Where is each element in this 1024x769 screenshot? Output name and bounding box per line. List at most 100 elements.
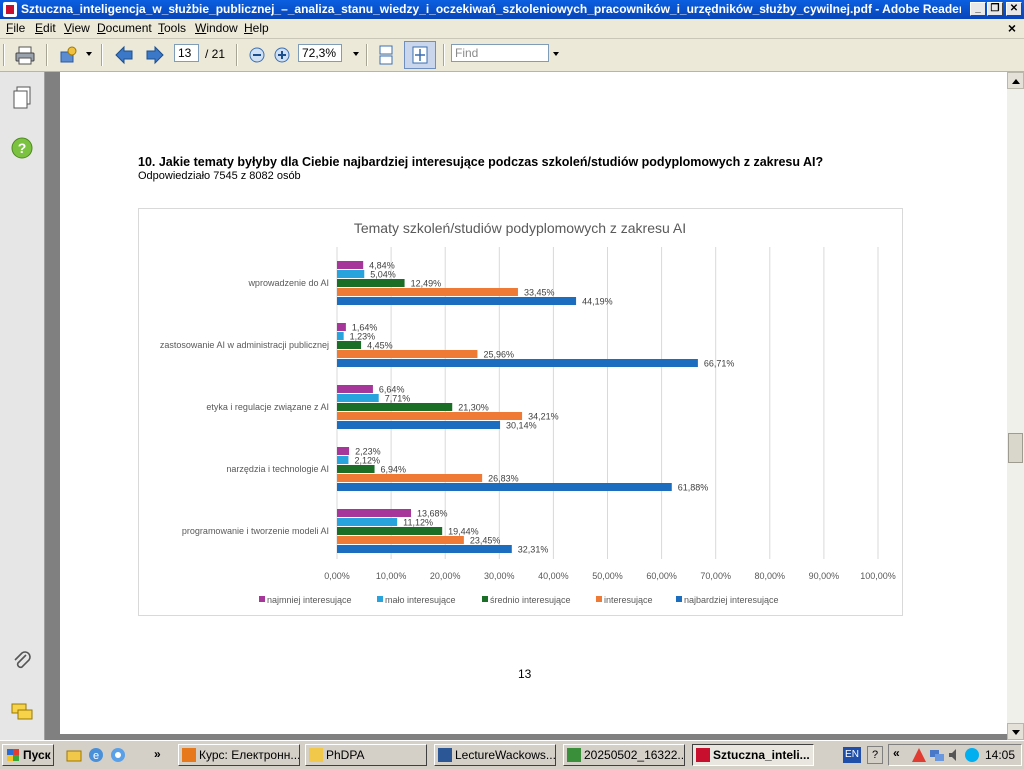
data-label: 21,30% — [458, 403, 489, 413]
help-tray-icon[interactable]: ? — [867, 746, 883, 764]
fit-page-button[interactable] — [404, 41, 436, 69]
bar — [337, 465, 375, 473]
bar — [337, 261, 364, 269]
volume-icon[interactable] — [947, 747, 963, 763]
zoom-dropdown-icon[interactable] — [353, 52, 359, 56]
chart-frame: Tematy szkoleń/studiów podyplomowych z z… — [138, 208, 903, 616]
language-indicator[interactable]: EN — [843, 747, 861, 763]
bar — [337, 359, 698, 367]
chevron-down-icon[interactable] — [86, 52, 92, 56]
bar — [337, 297, 577, 305]
menu-document[interactable]: Document — [97, 21, 152, 35]
x-tick-label: 70,00% — [700, 571, 731, 581]
taskbar-item[interactable]: PhDPA — [305, 744, 427, 766]
category-label: etyka i regulacje związane z AI — [206, 402, 329, 412]
close-button[interactable]: ✕ — [1006, 2, 1022, 16]
menu-file[interactable]: File — [6, 21, 26, 35]
menu-tools[interactable]: Tools — [158, 21, 187, 35]
legend-entry: najbardziej interesujące — [684, 595, 779, 605]
bar — [337, 527, 443, 535]
next-page-icon[interactable] — [144, 44, 166, 66]
printer-icon[interactable] — [14, 44, 36, 66]
taskbar-item-icon — [696, 748, 710, 762]
taskbar-item[interactable]: LectureWackows... — [434, 744, 556, 766]
scroll-thumb[interactable] — [1008, 433, 1023, 463]
page-total: / 21 — [205, 47, 226, 61]
quick-launch: e » — [62, 745, 172, 765]
find-input[interactable]: Find — [451, 44, 549, 62]
legend-swatch — [596, 596, 602, 602]
data-label: 1,64% — [352, 323, 378, 333]
restore-button[interactable]: ❐ — [987, 2, 1003, 16]
bar — [337, 341, 362, 349]
category-label: wprowadzenie do AI — [247, 278, 329, 288]
title-bar[interactable]: Sztuczna_inteligencja_w_służbie_publiczn… — [0, 0, 1024, 19]
clock: 14:05 — [985, 748, 1016, 762]
comments-icon[interactable] — [10, 702, 34, 722]
taskbar-item-icon — [309, 748, 323, 762]
data-label: 30,14% — [506, 421, 537, 431]
pages-icon[interactable] — [12, 86, 32, 110]
vertical-scrollbar[interactable] — [1007, 72, 1024, 740]
bar — [337, 447, 350, 455]
taskbar-item-icon — [438, 748, 452, 762]
security-warning-icon[interactable] — [911, 747, 927, 763]
windows-logo-icon — [7, 749, 19, 761]
chart-title: Tematy szkoleń/studiów podyplomowych z z… — [354, 220, 686, 236]
outlook-express-icon[interactable] — [110, 747, 126, 763]
start-button[interactable]: Пуск — [2, 744, 54, 766]
x-tick-label: 0,00% — [324, 571, 350, 581]
respondents-count: Odpowiedziało 7545 z 8082 osób — [138, 170, 301, 182]
page-number-input[interactable]: 13 — [174, 44, 199, 62]
scrolling-mode-icon[interactable] — [375, 44, 397, 66]
quick-launch-more-icon[interactable]: » — [154, 747, 161, 761]
taskbar: Пуск e » EN ? « 14:05 Курс: Електронн...… — [0, 740, 1024, 769]
data-label: 5,04% — [370, 270, 396, 280]
previous-page-icon[interactable] — [113, 44, 135, 66]
svg-text:e: e — [93, 750, 99, 762]
taskbar-item[interactable]: Курс: Електронн... — [178, 744, 300, 766]
adobe-reader-icon — [3, 2, 17, 17]
collaborate-icon[interactable] — [58, 44, 80, 66]
menu-help[interactable]: Help — [244, 21, 269, 35]
data-label: 6,64% — [379, 385, 405, 395]
find-dropdown-icon[interactable] — [553, 52, 559, 56]
taskbar-item-icon — [182, 748, 196, 762]
scroll-down-icon[interactable] — [1007, 723, 1024, 740]
menu-window[interactable]: Window — [195, 21, 238, 35]
attachments-icon[interactable] — [11, 650, 33, 672]
data-label: 12,49% — [411, 279, 442, 289]
taskbar-item[interactable]: Sztuczna_inteli... — [692, 744, 814, 766]
network-icon[interactable] — [929, 747, 945, 763]
data-label: 13,68% — [417, 509, 448, 519]
data-label: 7,71% — [385, 394, 411, 404]
legend-swatch — [259, 596, 265, 602]
taskbar-item-label: Курс: Електронн... — [199, 748, 300, 762]
legend-entry: mało interesujące — [385, 595, 456, 605]
show-desktop-icon[interactable] — [66, 747, 82, 763]
bar — [337, 536, 464, 544]
zoom-out-icon[interactable] — [246, 44, 268, 66]
bar — [337, 456, 349, 464]
data-label: 19,44% — [448, 527, 479, 537]
zoom-input[interactable]: 72,3% — [298, 44, 342, 62]
minimize-button[interactable]: _ — [970, 2, 986, 16]
x-tick-label: 20,00% — [430, 571, 461, 581]
legend-swatch — [377, 596, 383, 602]
scroll-up-icon[interactable] — [1007, 72, 1024, 89]
help-icon[interactable]: ? — [11, 137, 33, 159]
legend-entry: średnio interesujące — [490, 595, 571, 605]
tray-expand-icon[interactable]: « — [893, 746, 900, 760]
data-label: 2,12% — [354, 456, 380, 466]
internet-explorer-icon[interactable]: e — [88, 747, 104, 763]
skype-icon[interactable] — [964, 747, 980, 763]
taskbar-item[interactable]: 20250502_16322... — [563, 744, 685, 766]
zoom-in-icon[interactable] — [271, 44, 293, 66]
toolbar-grip — [3, 44, 5, 66]
menu-edit[interactable]: Edit — [35, 21, 56, 35]
bar — [337, 394, 379, 402]
data-label: 44,19% — [582, 297, 613, 307]
data-label: 11,12% — [403, 518, 433, 528]
menu-view[interactable]: View — [64, 21, 90, 35]
document-close-icon[interactable]: × — [1007, 20, 1016, 36]
